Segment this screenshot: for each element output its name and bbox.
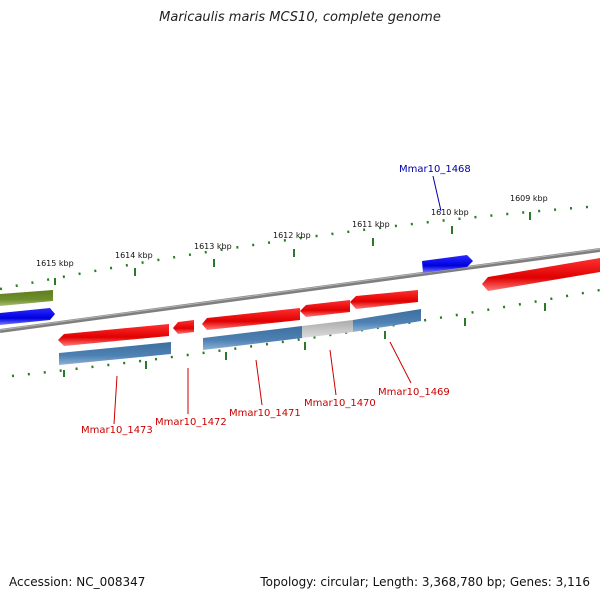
major-ticks — [54, 212, 546, 377]
cds-bar-1470-gray[interactable] — [302, 320, 353, 338]
cds-bar-1473[interactable] — [59, 342, 171, 365]
tick-label-1613: 1613 kbp — [194, 242, 232, 251]
map-title: Maricaulis maris MCS10, complete genome — [159, 10, 441, 25]
tick-label-1610: 1610 kbp — [431, 208, 469, 217]
tick-label-1609: 1609 kbp — [510, 194, 548, 203]
gene-blue-left[interactable] — [0, 308, 55, 325]
tick-label-1611: 1611 kbp — [352, 220, 390, 229]
gene-mmar10-1472[interactable] — [173, 320, 194, 334]
gene-label-mmar10-1468: Mmar10_1468 — [399, 164, 471, 175]
genome-summary-text: Topology: circular; Length: 3,368,780 bp… — [260, 575, 590, 589]
gene-mmar10-1469[interactable] — [350, 290, 418, 309]
tick-label-1614: 1614 kbp — [115, 251, 153, 260]
cds-bar-1471[interactable] — [203, 326, 302, 350]
gene-olive-left[interactable] — [0, 290, 53, 306]
gene-label-mmar10-1470: Mmar10_1470 — [304, 398, 376, 409]
gene-label-mmar10-1473: Mmar10_1473 — [81, 425, 153, 436]
gene-label-mmar10-1469: Mmar10_1469 — [378, 387, 450, 398]
accession-text: Accession: NC_008347 — [9, 575, 146, 589]
gene-red-right[interactable] — [482, 258, 600, 291]
label-leaders — [113, 175, 442, 425]
tick-label-1612: 1612 kbp — [273, 231, 311, 240]
cds-bar-1469[interactable] — [353, 309, 421, 332]
gene-label-mmar10-1471: Mmar10_1471 — [229, 408, 301, 419]
gene-label-mmar10-1472: Mmar10_1472 — [155, 417, 227, 428]
genome-backbone — [0, 248, 600, 333]
gene-mmar10-1473[interactable] — [58, 324, 169, 346]
tick-label-1615: 1615 kbp — [36, 259, 74, 268]
gene-mmar10-1468[interactable] — [422, 255, 473, 273]
gene-mmar10-1471[interactable] — [202, 308, 300, 330]
lower-tick-track — [11, 288, 600, 378]
gene-mmar10-1470[interactable] — [300, 300, 350, 317]
upper-tick-track — [0, 204, 600, 291]
